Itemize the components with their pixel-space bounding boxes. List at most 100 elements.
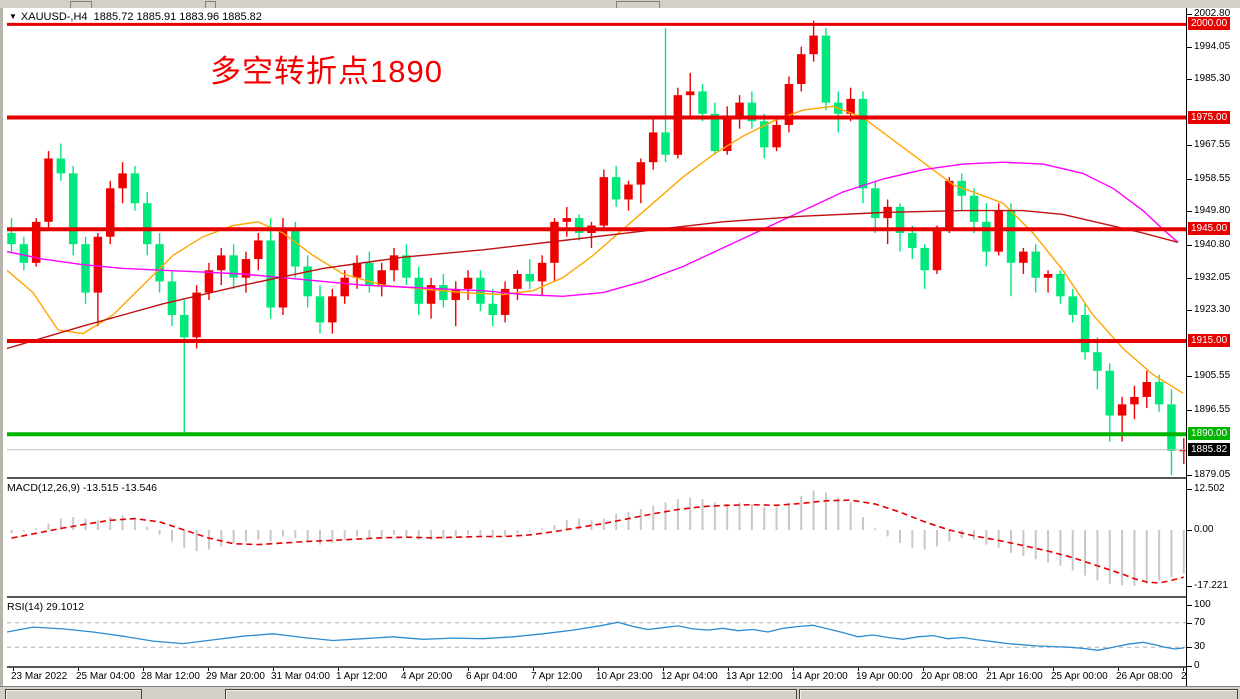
collapse-triangle-icon[interactable]: ▼ — [9, 12, 17, 21]
candle-body — [932, 229, 942, 271]
candle-body — [1019, 251, 1028, 263]
rsi-axis-label: 70 — [1194, 616, 1206, 628]
candle-body — [871, 188, 880, 219]
candlestick-chart[interactable] — [7, 8, 1186, 477]
candle-body — [1105, 370, 1115, 416]
candle-body — [784, 83, 794, 125]
time-axis-label: 25 Mar 04:00 — [76, 671, 135, 682]
price-axis[interactable]: 2002.80 1994.05 1985.30 1967.55 1958.55 1949.… — [1186, 8, 1240, 686]
axis-tick — [1187, 604, 1192, 606]
price-axis-label: 1949.80 — [1194, 205, 1231, 217]
axis-tick — [1187, 211, 1192, 213]
price-axis-label: 2002.80 — [1194, 7, 1231, 19]
time-axis-tick — [923, 668, 924, 671]
candle-body — [624, 184, 633, 200]
candle-body — [463, 277, 473, 289]
rsi-label: RSI(14) 29.1012 — [7, 601, 85, 613]
time-axis-tick — [728, 668, 729, 671]
time-axis-label: 12 Apr 04:00 — [661, 671, 718, 682]
price-axis-label: 1940.80 — [1194, 238, 1231, 250]
candle-body — [19, 244, 29, 263]
macd-chart[interactable] — [7, 479, 1186, 596]
price-axis-label: 1905.55 — [1194, 370, 1231, 382]
axis-tick — [1187, 145, 1192, 147]
axis-tick — [1187, 178, 1192, 180]
candle-body — [192, 292, 201, 338]
candle-body — [266, 240, 275, 308]
candle-body — [648, 132, 658, 163]
panel-separator[interactable] — [7, 477, 1240, 479]
time-axis-tick — [143, 668, 144, 671]
time-axis-tick — [1183, 668, 1184, 671]
candle-body — [56, 158, 66, 174]
candle-body — [340, 277, 349, 297]
axis-tick — [1187, 665, 1192, 667]
candle-body — [747, 102, 757, 122]
time-axis-tick — [793, 668, 794, 671]
time-axis-tick — [663, 668, 664, 671]
time-axis-label: 23 Mar 2022 — [11, 671, 68, 682]
candle-body — [180, 314, 189, 338]
macd-panel[interactable] — [7, 479, 1186, 596]
time-axis[interactable]: 23 Mar 2022 25 Mar 04:00 28 Mar 12:00 29 Ma… — [7, 668, 1238, 686]
candle-body — [229, 255, 238, 278]
chart-ohlc-values: 1885.72 1885.91 1883.96 1885.82 — [93, 11, 262, 23]
rsi-chart[interactable] — [7, 598, 1186, 666]
time-axis-label: 4 Apr 20:00 — [401, 671, 453, 682]
price-level-badge: 1885.82 — [1188, 442, 1231, 456]
time-axis-label: 20 Apr 08:00 — [921, 671, 978, 682]
status-bar-cell — [225, 689, 797, 699]
price-axis-label: 1896.55 — [1194, 403, 1231, 415]
candle-body — [500, 288, 510, 315]
candle-body — [1043, 273, 1053, 278]
candle-body — [1031, 251, 1040, 278]
time-axis-tick — [1118, 668, 1119, 671]
candle-body — [895, 206, 905, 234]
candle-body — [735, 102, 744, 118]
candle-body — [328, 296, 337, 323]
main-price-panel[interactable] — [7, 8, 1186, 477]
chart-window[interactable]: ▼ XAUUSD-,H4 1885.72 1885.91 1883.96 1885… — [0, 8, 1240, 686]
candle-body — [315, 296, 325, 323]
candle-body — [673, 95, 683, 155]
panel-separator[interactable] — [7, 596, 1240, 598]
time-axis-label: 31 Mar 04:00 — [271, 671, 330, 682]
candle-body — [1080, 314, 1090, 353]
rsi-panel[interactable] — [7, 598, 1186, 666]
chart-symbol: XAUUSD-,H4 — [20, 11, 88, 23]
axis-tick — [1187, 489, 1192, 491]
candle-body — [68, 173, 78, 245]
candle-body — [846, 98, 855, 114]
candle-body — [636, 162, 646, 185]
axis-tick — [1187, 376, 1192, 378]
candle-body — [685, 91, 695, 96]
candle-body — [426, 285, 436, 304]
candle-body — [352, 262, 362, 278]
ma-darkred — [7, 209, 1179, 350]
candle-body — [574, 218, 584, 234]
candle-body — [1142, 382, 1152, 397]
candle-body — [550, 221, 559, 263]
candle-body — [451, 288, 460, 301]
time-axis-label: 1 Apr 12:00 — [336, 671, 388, 682]
time-axis-tick — [403, 668, 404, 671]
axis-tick — [1187, 244, 1192, 246]
time-axis-tick — [338, 668, 339, 671]
chart-title: ▼ XAUUSD-,H4 1885.72 1885.91 1883.96 1885… — [9, 11, 262, 23]
candle-body — [7, 233, 16, 245]
macd-axis-label: -17.221 — [1194, 579, 1228, 591]
status-bar-cell — [799, 689, 1238, 699]
candle-body — [278, 229, 288, 308]
candle-body — [525, 273, 535, 282]
time-axis-tick — [988, 668, 989, 671]
candle-body — [217, 255, 226, 271]
candle-body — [821, 35, 831, 103]
candle-body — [945, 180, 954, 230]
time-axis-tick — [208, 668, 209, 671]
candle-body — [204, 270, 214, 293]
candle-body — [1117, 404, 1127, 416]
candle-body — [513, 273, 522, 289]
macd-label: MACD(12,26,9) -13.515 -13.546 — [7, 482, 157, 494]
candle-body — [1068, 296, 1077, 315]
ma-magenta — [7, 161, 1179, 298]
